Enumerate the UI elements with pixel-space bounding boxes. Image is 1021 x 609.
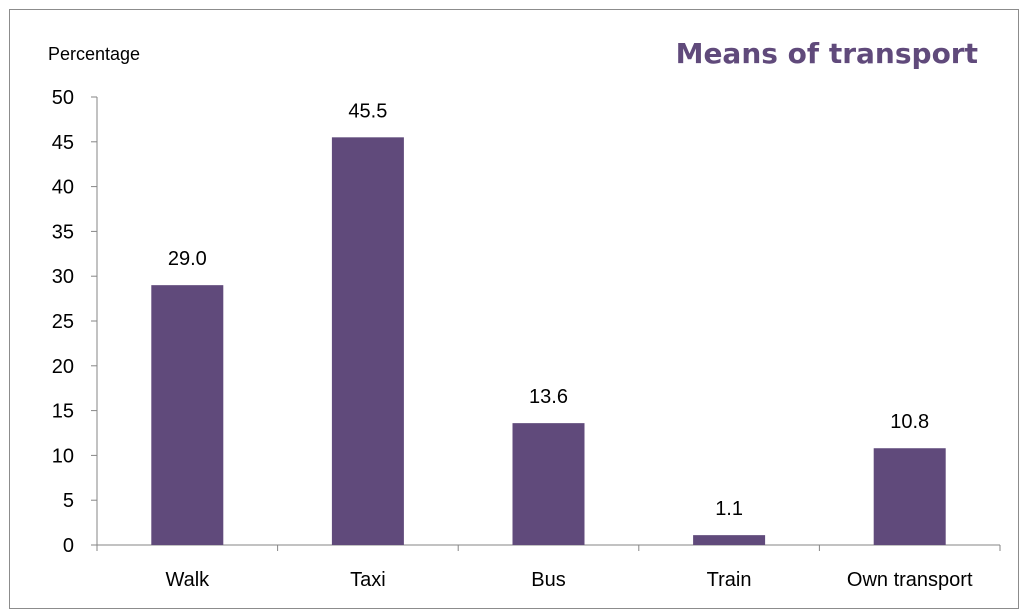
bars <box>151 137 946 545</box>
y-tick-label: 0 <box>63 535 74 557</box>
labels: 29.0 Walk 45.5 Taxi 13.6 Bus 1.1 Train 10.8 Own t… <box>165 100 972 591</box>
y-tick-label: 45 <box>52 132 74 154</box>
axes: 0 5 10 15 20 25 30 35 40 45 50 <box>52 87 1001 557</box>
y-tick-label: 20 <box>52 356 74 378</box>
x-tick-label: Taxi <box>350 569 386 591</box>
y-tick-label: 50 <box>52 87 74 109</box>
x-tick-label: Bus <box>531 569 565 591</box>
bar <box>512 423 585 545</box>
bar <box>331 137 404 545</box>
bar <box>151 285 224 545</box>
y-axis-label: Percentage <box>48 44 141 64</box>
data-label: 45.5 <box>348 100 387 122</box>
bar <box>873 448 946 545</box>
chart-title: Means of transport <box>675 37 978 70</box>
y-tick-label: 10 <box>52 445 74 467</box>
y-tick-label: 40 <box>52 177 74 199</box>
x-tick-label: Own transport <box>847 569 973 591</box>
data-label: 10.8 <box>890 411 929 433</box>
y-tick-label: 25 <box>52 311 74 333</box>
x-tick-label: Walk <box>165 569 210 591</box>
data-label: 13.6 <box>529 386 568 408</box>
y-tick-label: 15 <box>52 401 74 423</box>
y-tick-label: 5 <box>63 490 74 512</box>
data-label: 29.0 <box>168 248 207 270</box>
y-tick-label: 30 <box>52 266 74 288</box>
y-tick-label: 35 <box>52 221 74 243</box>
bar <box>693 535 766 545</box>
data-label: 1.1 <box>715 498 743 520</box>
x-tick-label: Train <box>707 569 752 591</box>
